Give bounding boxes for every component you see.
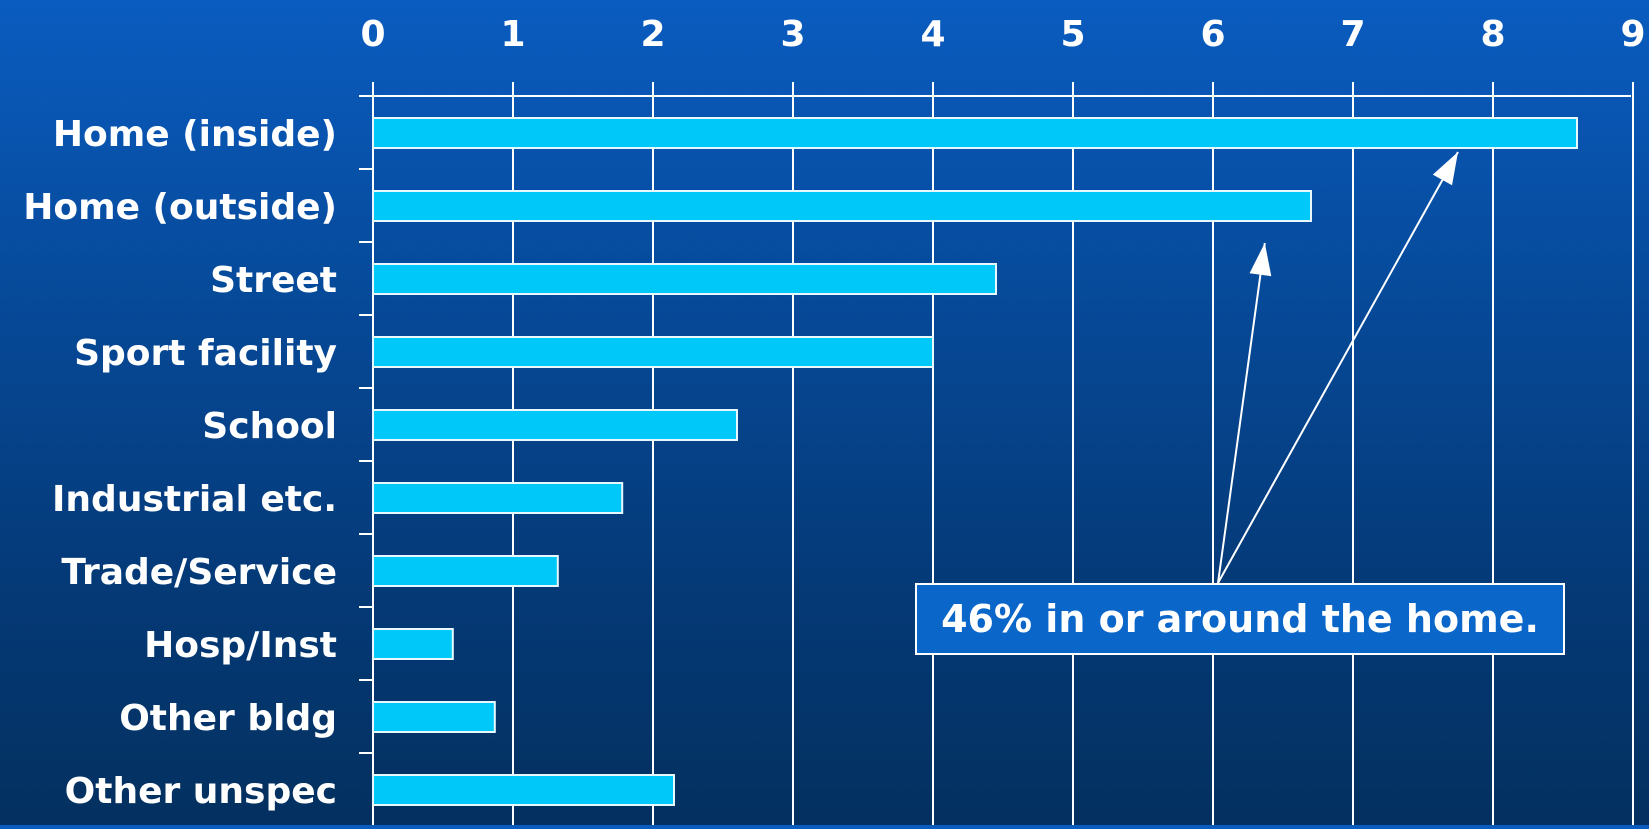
bar: [372, 774, 675, 806]
x-tick-label: 2: [640, 14, 665, 55]
category-label: Other bldg: [119, 698, 337, 739]
bar: [372, 336, 934, 368]
bar: [372, 409, 738, 441]
bar: [372, 482, 624, 514]
bar: [372, 701, 496, 733]
x-tick-label: 4: [920, 14, 945, 55]
category-label: Home (inside): [53, 114, 337, 155]
category-label: Industrial etc.: [52, 479, 337, 520]
bar: [372, 263, 997, 295]
category-label: Hosp/Inst: [144, 625, 337, 666]
arrowhead: [1432, 152, 1458, 186]
x-tick-label: 1: [500, 14, 525, 55]
category-label: School: [202, 406, 337, 447]
x-tick-label: 5: [1060, 14, 1085, 55]
bar: [372, 555, 559, 587]
x-tick-label: 8: [1480, 14, 1505, 55]
x-tick-label: 7: [1340, 14, 1365, 55]
x-tick-label: 9: [1620, 14, 1645, 55]
annotation-arrow: [1217, 242, 1266, 584]
x-tick-label: 6: [1200, 14, 1225, 55]
category-label: Trade/Service: [61, 552, 337, 593]
bar: [372, 117, 1578, 149]
category-label: Home (outside): [23, 187, 337, 228]
x-tick-label: 0: [360, 14, 385, 55]
x-tick-label: 3: [780, 14, 805, 55]
annotation-callout: 46% in or around the home.: [915, 583, 1565, 655]
bar: [372, 190, 1312, 222]
category-label: Other unspec: [65, 771, 337, 812]
category-label: Street: [210, 260, 337, 301]
bar: [372, 628, 454, 660]
annotation-arrow: [1217, 151, 1459, 584]
arrowhead: [1249, 243, 1272, 277]
category-label: Sport facility: [74, 333, 337, 374]
